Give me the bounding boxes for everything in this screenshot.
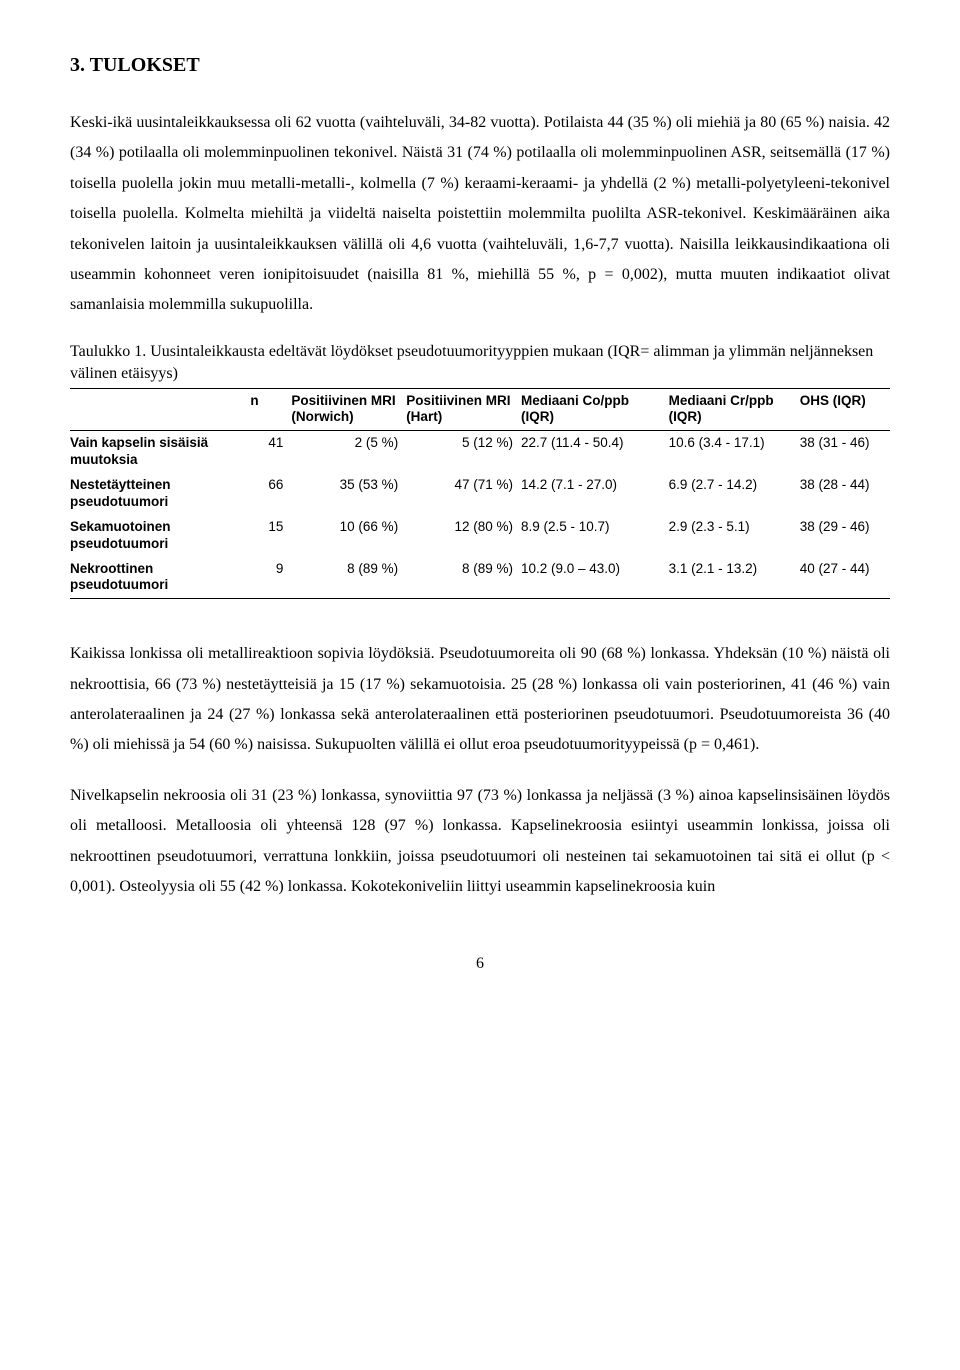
- col-header-ohs: OHS (IQR): [800, 388, 890, 431]
- cell-n: 66: [250, 473, 291, 515]
- cell-mri-norwich: 35 (53 %): [291, 473, 406, 515]
- cell-co: 14.2 (7.1 - 27.0): [521, 473, 669, 515]
- cell-mri-norwich: 2 (5 %): [291, 431, 406, 473]
- cell-mri-norwich: 8 (89 %): [291, 557, 406, 599]
- row-label: Vain kapselin sisäisiä muutoksia: [70, 431, 250, 473]
- row-label: Nekroottinen pseudotuumori: [70, 557, 250, 599]
- cell-ohs: 38 (28 - 44): [800, 473, 890, 515]
- table-row: Sekamuotoinen pseudotuumori 15 10 (66 %)…: [70, 515, 890, 557]
- table-header-row: n Positiivinen MRI (Norwich) Positiivine…: [70, 388, 890, 431]
- col-header-co: Mediaani Co/ppb (IQR): [521, 388, 669, 431]
- cell-co: 10.2 (9.0 – 43.0): [521, 557, 669, 599]
- cell-co: 8.9 (2.5 - 10.7): [521, 515, 669, 557]
- cell-ohs: 38 (29 - 46): [800, 515, 890, 557]
- cell-ohs: 40 (27 - 44): [800, 557, 890, 599]
- col-header-mri-hart: Positiivinen MRI (Hart): [406, 388, 521, 431]
- page-number: 6: [70, 952, 890, 976]
- body-paragraph-3: Nivelkapselin nekroosia oli 31 (23 %) lo…: [70, 781, 890, 903]
- cell-co: 22.7 (11.4 - 50.4): [521, 431, 669, 473]
- table-row: Vain kapselin sisäisiä muutoksia 41 2 (5…: [70, 431, 890, 473]
- cell-mri-hart: 47 (71 %): [406, 473, 521, 515]
- col-header-empty: [70, 388, 250, 431]
- row-label: Nestetäytteinen pseudotuumori: [70, 473, 250, 515]
- results-table: n Positiivinen MRI (Norwich) Positiivine…: [70, 388, 890, 600]
- col-header-n: n: [250, 388, 291, 431]
- cell-cr: 2.9 (2.3 - 5.1): [669, 515, 800, 557]
- cell-mri-hart: 5 (12 %): [406, 431, 521, 473]
- table-caption: Taulukko 1. Uusintaleikkausta edeltävät …: [70, 341, 890, 386]
- cell-cr: 10.6 (3.4 - 17.1): [669, 431, 800, 473]
- cell-n: 9: [250, 557, 291, 599]
- cell-cr: 6.9 (2.7 - 14.2): [669, 473, 800, 515]
- body-paragraph-1: Keski-ikä uusintaleikkauksessa oli 62 vu…: [70, 108, 890, 321]
- table-row: Nestetäytteinen pseudotuumori 66 35 (53 …: [70, 473, 890, 515]
- cell-mri-hart: 8 (89 %): [406, 557, 521, 599]
- section-title: 3. TULOKSET: [70, 50, 890, 80]
- row-label: Sekamuotoinen pseudotuumori: [70, 515, 250, 557]
- cell-ohs: 38 (31 - 46): [800, 431, 890, 473]
- cell-mri-norwich: 10 (66 %): [291, 515, 406, 557]
- cell-mri-hart: 12 (80 %): [406, 515, 521, 557]
- table-row: Nekroottinen pseudotuumori 9 8 (89 %) 8 …: [70, 557, 890, 599]
- cell-n: 41: [250, 431, 291, 473]
- body-paragraph-2: Kaikissa lonkissa oli metallireaktioon s…: [70, 639, 890, 761]
- col-header-cr: Mediaani Cr/ppb (IQR): [669, 388, 800, 431]
- cell-n: 15: [250, 515, 291, 557]
- col-header-mri-norwich: Positiivinen MRI (Norwich): [291, 388, 406, 431]
- cell-cr: 3.1 (2.1 - 13.2): [669, 557, 800, 599]
